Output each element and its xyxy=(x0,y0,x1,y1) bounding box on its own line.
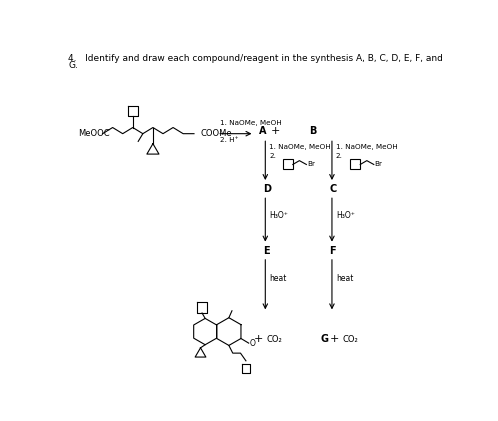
Text: Br: Br xyxy=(307,162,315,168)
Text: COOMe: COOMe xyxy=(200,129,232,138)
Text: G: G xyxy=(320,334,328,344)
Text: C: C xyxy=(330,184,337,194)
Text: F: F xyxy=(330,246,336,256)
Text: +: + xyxy=(271,125,280,136)
Text: 1. NaOMe, MeOH: 1. NaOMe, MeOH xyxy=(336,144,397,150)
Text: 4.   Identify and draw each compound/reagent in the synthesis A, B, C, D, E, F, : 4. Identify and draw each compound/reage… xyxy=(68,54,443,64)
Text: H₃O⁺: H₃O⁺ xyxy=(269,210,288,220)
Bar xyxy=(350,160,360,170)
Text: A: A xyxy=(259,125,266,136)
Text: B: B xyxy=(309,125,316,136)
Text: G.: G. xyxy=(68,61,78,70)
Text: 2.: 2. xyxy=(269,153,276,159)
Text: 2.: 2. xyxy=(336,153,343,159)
Bar xyxy=(283,160,293,170)
Text: CO₂: CO₂ xyxy=(266,335,282,344)
Text: heat: heat xyxy=(336,274,353,283)
Text: 1. NaOMe, MeOH: 1. NaOMe, MeOH xyxy=(220,120,281,126)
Text: H₃O⁺: H₃O⁺ xyxy=(336,210,355,220)
Text: heat: heat xyxy=(269,274,286,283)
Text: E: E xyxy=(263,246,269,256)
Text: Br: Br xyxy=(374,162,382,168)
Text: +: + xyxy=(253,334,263,344)
Text: CO₂: CO₂ xyxy=(343,335,359,344)
Text: O: O xyxy=(249,338,255,348)
Text: D: D xyxy=(263,184,271,194)
Text: 2. H⁺: 2. H⁺ xyxy=(220,137,238,143)
Text: MeOOC: MeOOC xyxy=(78,129,110,138)
Text: +: + xyxy=(330,334,339,344)
Text: 1. NaOMe, MeOH: 1. NaOMe, MeOH xyxy=(269,144,331,150)
